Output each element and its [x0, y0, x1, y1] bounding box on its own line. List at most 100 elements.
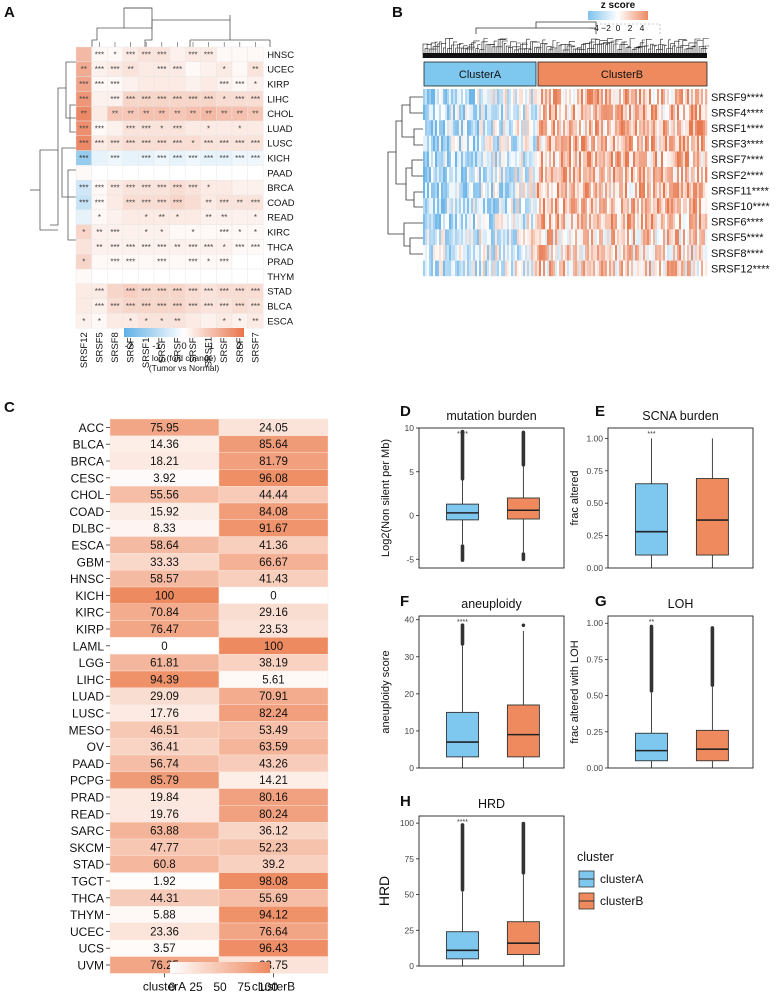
heatmap-stripe: [559, 182, 562, 199]
heatmap-stripe: [685, 120, 688, 136]
heatmap-stripe: [689, 260, 692, 277]
heatmap-stripe: [573, 167, 576, 183]
heatmap-stripe: [461, 198, 464, 214]
heatmap-stripe: [553, 167, 556, 183]
heatmap-stripe: [459, 198, 462, 214]
heatmap-stripe: [693, 120, 696, 136]
heatmap-stripe: [619, 104, 622, 121]
heatmap-stripe: [435, 229, 438, 245]
heatmap-cell: [247, 179, 264, 196]
heatmap-stripe: [701, 104, 704, 121]
heatmap-stripe: [513, 229, 516, 245]
heatmap-stripe: [615, 89, 618, 105]
heatmap-stripe: [501, 135, 504, 152]
heatmap-stripe: [705, 89, 708, 105]
heatmap-stripe: [519, 198, 522, 214]
heatmap-stripe: [497, 198, 500, 214]
heatmap-stripe: [609, 89, 612, 105]
heatmap-stripe: [677, 89, 680, 105]
heatmap-stripe: [439, 135, 442, 152]
cell-value: 14.36: [150, 439, 179, 451]
cluster-label-a: ClusterA: [459, 69, 502, 81]
heatmap-stripe: [673, 213, 676, 230]
cell-value: 47.77: [150, 842, 179, 854]
heatmap-stripe: [507, 229, 510, 245]
significance-stars: ***: [142, 50, 151, 59]
heatmap-stripe: [643, 135, 646, 152]
heatmap-stripe: [451, 182, 454, 199]
significance-stars: **: [252, 65, 258, 74]
heatmap-stripe: [573, 213, 576, 230]
heatmap-stripe: [479, 89, 482, 105]
heatmap-stripe: [569, 104, 572, 121]
heatmap-stripe: [623, 104, 626, 121]
heatmap-stripe: [595, 229, 598, 245]
heatmap-stripe: [445, 167, 448, 183]
box: [506, 921, 540, 956]
heatmap-stripe: [611, 120, 614, 136]
heatmap-stripe: [653, 213, 656, 230]
heatmap-stripe: [461, 104, 464, 121]
heatmap-stripe: [675, 89, 678, 105]
heatmap-stripe: [469, 182, 472, 199]
heatmap-stripe: [485, 167, 488, 183]
heatmap-stripe: [667, 151, 670, 167]
heatmap-stripe: [553, 198, 556, 214]
heatmap-stripe: [431, 104, 434, 121]
heatmap-stripe: [643, 229, 646, 245]
cell-value: 61.81: [150, 658, 179, 670]
heatmap-stripe: [693, 260, 696, 277]
heatmap-stripe: [497, 213, 500, 230]
significance-stars: ***: [142, 302, 151, 311]
heatmap-stripe: [483, 213, 486, 230]
heatmap-stripe: [675, 213, 678, 230]
heatmap-stripe: [703, 182, 706, 199]
heatmap-stripe: [603, 213, 606, 230]
heatmap-stripe: [517, 104, 520, 121]
panel-label: E: [595, 403, 605, 420]
top-dendrogram-leaf: [589, 41, 595, 58]
heatmap-stripe: [555, 135, 558, 152]
heatmap-stripe: [513, 198, 516, 214]
cell-value: 63.88: [150, 826, 179, 838]
heatmap-stripe: [475, 182, 478, 199]
heatmap-stripe: [507, 198, 510, 214]
heatmap-stripe: [621, 245, 624, 261]
heatmap-stripe: [437, 260, 440, 277]
heatmap-stripe: [449, 89, 452, 105]
top-dendrogram-leaf: [607, 38, 614, 58]
heatmap-stripe: [697, 89, 700, 105]
heatmap-stripe: [495, 245, 498, 261]
heatmap-stripe: [447, 120, 450, 136]
heatmap-cell: [75, 239, 92, 255]
heatmap-stripe: [701, 151, 704, 167]
heatmap-cell: [106, 313, 123, 329]
cell-value: 41.43: [259, 574, 288, 586]
heatmap-stripe: [435, 104, 438, 121]
heatmap-stripe: [429, 213, 432, 230]
heatmap-cell: [138, 76, 155, 92]
heatmap-cell: [200, 268, 217, 285]
y-tick-label: 0.75: [586, 466, 603, 476]
heatmap-stripe: [687, 167, 690, 183]
heatmap-stripe: [647, 198, 650, 214]
heatmap-stripe: [673, 104, 676, 121]
cell-value: 76.64: [259, 926, 288, 938]
heatmap-cell: [231, 253, 248, 270]
heatmap-stripe: [601, 89, 604, 105]
top-dendrogram-leaf: [591, 38, 598, 58]
heatmap-stripe: [613, 104, 616, 121]
heatmap-stripe: [687, 135, 690, 152]
legend-title: cluster: [577, 850, 614, 864]
heatmap-stripe: [681, 120, 684, 136]
significance-stars: ***: [235, 243, 244, 252]
cell-value: 94.12: [259, 910, 288, 922]
heatmap-stripe: [599, 151, 602, 167]
significance-stars: *: [191, 139, 194, 148]
left-dendrogram-branch: [413, 191, 423, 208]
heatmap-stripe: [661, 229, 664, 245]
heatmap-stripe: [553, 151, 556, 167]
heatmap-stripe: [457, 213, 460, 230]
